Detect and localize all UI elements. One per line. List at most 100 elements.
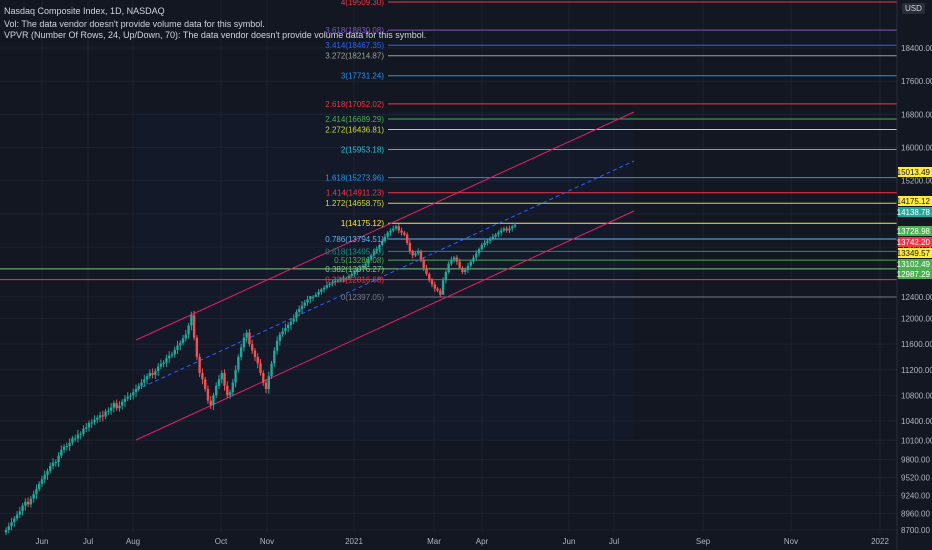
candle-body <box>369 255 373 260</box>
candle-body <box>154 371 157 375</box>
candle-body <box>148 372 152 377</box>
price-scale-labels: 15013.49 14175.12 14138.78 13728.98 13742.20… <box>897 167 932 279</box>
channel-upper-line <box>135 111 635 341</box>
candle-body <box>4 530 8 533</box>
candlestick-series <box>4 222 517 536</box>
fibonacci-extension[interactable] <box>0 1 897 298</box>
candle-body <box>309 296 312 300</box>
time-tick-label: Jul <box>609 537 619 546</box>
candle-body <box>317 291 320 295</box>
candle-body <box>60 449 63 456</box>
candle-body <box>195 337 199 357</box>
price-scale-label: 13102.49 <box>897 260 931 269</box>
candle-body <box>256 356 259 364</box>
time-tick-label: Jun <box>563 537 576 546</box>
candle-body <box>436 288 439 291</box>
time-axis[interactable]: Jun Jul Aug Oct Nov 2021 Mar Apr Jun Jul Sep Nov 202… <box>36 537 890 546</box>
price-tick-label: 17600.00 <box>901 77 932 86</box>
symbol-title[interactable]: Nasdaq Composite Index, 1D, NASDAQ <box>4 6 165 16</box>
candle-body <box>411 251 414 256</box>
candle-body <box>165 358 168 363</box>
time-tick-label: Apr <box>476 537 489 546</box>
candle-body <box>267 376 270 389</box>
candle-body <box>57 455 60 463</box>
fib-level-label: 4(19509.30) <box>341 0 384 7</box>
candle-body <box>289 321 293 325</box>
candle-body <box>181 338 185 343</box>
candle-body <box>98 415 102 418</box>
candle-body <box>104 411 107 417</box>
candle-body <box>115 403 118 409</box>
candle-body <box>361 265 365 268</box>
channel-lower-line <box>135 210 635 441</box>
price-scale-label: 14138.78 <box>897 208 931 217</box>
price-scale-label: 15013.49 <box>897 168 931 177</box>
vpvr-indicator-legend[interactable]: VPVR (Number Of Rows, 24, Up/Down, 70): … <box>4 30 427 40</box>
price-tick-label: 9800.00 <box>901 456 930 465</box>
candle-body <box>372 251 376 256</box>
candle-body <box>419 251 423 260</box>
candle-body <box>441 280 445 295</box>
candle-body <box>13 518 16 523</box>
candle-body <box>173 349 176 355</box>
candle-body <box>82 428 85 434</box>
candle-body <box>375 249 378 252</box>
candle-body <box>68 442 71 447</box>
candle-body <box>358 267 362 270</box>
candle-body <box>461 267 464 272</box>
candle-body <box>353 271 356 275</box>
candle-body <box>234 369 237 383</box>
candle-body <box>394 226 398 229</box>
candle-body <box>170 354 174 356</box>
candle-body <box>228 392 232 396</box>
parallel-channel[interactable] <box>135 111 635 441</box>
candle-body <box>458 261 461 268</box>
candle-body <box>226 385 229 396</box>
candle-body <box>336 280 340 282</box>
candle-body <box>223 372 226 386</box>
candle-body <box>275 340 279 351</box>
candle-body <box>15 514 19 519</box>
candle-body <box>242 337 246 348</box>
candle-body <box>46 471 49 475</box>
candle-body <box>447 263 450 272</box>
candle-body <box>264 382 268 389</box>
candle-body <box>364 263 367 266</box>
candle-body <box>405 234 409 243</box>
candle-body <box>239 347 243 357</box>
time-tick-label: Aug <box>126 537 140 546</box>
fib-level-label: 2(15953.18) <box>341 145 384 154</box>
candle-body <box>18 511 22 515</box>
candle-body <box>198 356 201 373</box>
fib-level-label: 2.272(16436.81) <box>325 125 384 134</box>
candle-body <box>508 228 511 231</box>
candle-body <box>430 280 434 285</box>
candle-body <box>469 261 472 266</box>
candle-body <box>51 462 55 466</box>
candle-body <box>156 366 160 372</box>
fib-level-label: 1(14175.12) <box>341 219 384 228</box>
candle-body <box>32 494 35 499</box>
price-scale-label: 13728.98 <box>897 227 931 236</box>
candle-body <box>452 257 456 260</box>
candle-body <box>206 389 210 401</box>
candle-body <box>159 364 163 367</box>
candle-body <box>392 228 395 231</box>
candle-body <box>231 382 235 393</box>
time-tick-label: 2021 <box>345 537 363 546</box>
price-tick-label: 16800.00 <box>901 110 932 119</box>
candle-body <box>29 498 33 505</box>
price-tick-label: 16000.00 <box>901 144 932 153</box>
candle-body <box>248 332 251 345</box>
candle-body <box>278 334 282 341</box>
volume-indicator-legend[interactable]: Vol: The data vendor doesn't provide vol… <box>4 19 265 29</box>
price-tick-label: 8960.00 <box>901 509 930 518</box>
currency-badge[interactable]: USD <box>902 3 925 14</box>
candle-body <box>325 285 329 288</box>
candle-body <box>328 283 331 286</box>
candle-body <box>140 382 143 386</box>
candle-body <box>488 238 492 241</box>
candle-body <box>400 230 403 233</box>
time-tick-label: Jul <box>83 537 93 546</box>
